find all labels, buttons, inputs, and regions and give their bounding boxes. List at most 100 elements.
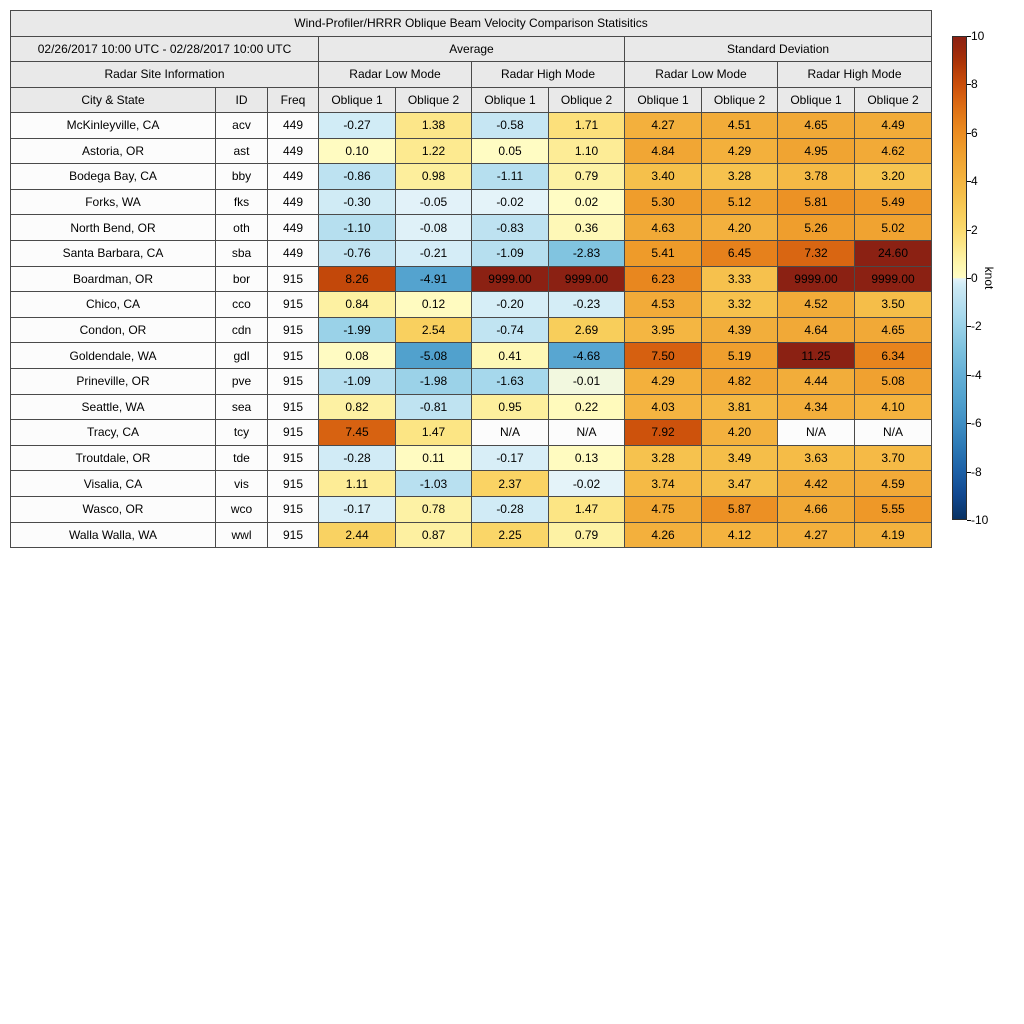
title-row: Wind-Profiler/HRRR Oblique Beam Velocity… bbox=[9, 10, 933, 37]
value-cell: -0.81 bbox=[395, 393, 472, 421]
colorbar-gradient bbox=[952, 36, 967, 520]
value-cell: 4.29 bbox=[624, 367, 702, 395]
site-id-cell: vis bbox=[215, 470, 268, 497]
value-cell: 3.70 bbox=[853, 444, 933, 472]
colorbar-tick-label: -6 bbox=[971, 416, 982, 431]
colorbar-tickmark bbox=[967, 36, 971, 37]
colorbar-tick-label: 6 bbox=[971, 125, 978, 140]
city-cell: North Bend, OR bbox=[10, 214, 216, 241]
colorbar-tick-label: -4 bbox=[971, 367, 982, 382]
value-cell: 4.82 bbox=[701, 367, 778, 395]
value-cell: 4.39 bbox=[701, 316, 778, 344]
value-cell: -1.09 bbox=[318, 367, 396, 395]
table-row: Troutdale, OR tde 915 -0.28 0.11 -0.17 0.13 3.2… bbox=[10, 444, 933, 472]
site-id-cell: tde bbox=[215, 444, 268, 472]
value-cell: 3.32 bbox=[701, 291, 778, 318]
value-cell: 5.49 bbox=[853, 188, 933, 216]
value-cell: 5.12 bbox=[701, 188, 778, 216]
freq-cell: 449 bbox=[267, 214, 319, 241]
value-cell: 4.52 bbox=[777, 291, 855, 318]
site-info-label: Radar Site Information bbox=[10, 61, 319, 88]
col-city-state: City & State bbox=[10, 86, 216, 113]
city-cell: Tracy, CA bbox=[10, 419, 216, 446]
site-id-cell: acv bbox=[215, 112, 268, 139]
value-cell: -5.08 bbox=[395, 342, 472, 369]
value-cell: 1.47 bbox=[395, 419, 472, 446]
value-cell: 3.33 bbox=[701, 265, 778, 293]
col-oblique2: Oblique 2 bbox=[395, 86, 472, 113]
value-cell: 4.10 bbox=[853, 393, 933, 421]
value-cell: 1.47 bbox=[548, 495, 625, 523]
value-cell: 5.02 bbox=[853, 214, 933, 241]
col-oblique1: Oblique 1 bbox=[777, 86, 855, 113]
value-cell: -4.91 bbox=[395, 265, 472, 293]
value-cell: -0.83 bbox=[471, 214, 549, 241]
value-cell: 4.12 bbox=[701, 521, 778, 549]
freq-cell: 915 bbox=[267, 470, 319, 497]
value-cell: -0.02 bbox=[471, 188, 549, 216]
colorbar-tickmark bbox=[967, 423, 971, 425]
value-cell: 9999.00 bbox=[471, 265, 549, 293]
value-cell: -0.21 bbox=[395, 239, 472, 267]
col-oblique2: Oblique 2 bbox=[853, 86, 933, 113]
value-cell: 0.95 bbox=[471, 393, 549, 421]
value-cell: 3.81 bbox=[701, 393, 778, 421]
site-id-cell: tcy bbox=[215, 419, 268, 446]
city-cell: Visalia, CA bbox=[10, 470, 216, 497]
value-cell: -0.20 bbox=[471, 291, 549, 318]
value-cell: -1.10 bbox=[318, 214, 396, 241]
value-cell: 4.27 bbox=[777, 521, 855, 549]
site-id-cell: pve bbox=[215, 367, 268, 395]
value-cell: 4.44 bbox=[777, 367, 855, 395]
colorbar-tickmark bbox=[967, 326, 971, 328]
value-cell: 4.29 bbox=[701, 137, 778, 165]
table-row: Condon, OR cdn 915 -1.99 2.54 -0.74 2.69 3.95 4.… bbox=[10, 316, 933, 344]
value-cell: 0.41 bbox=[471, 342, 549, 369]
value-cell: 0.10 bbox=[318, 137, 396, 165]
col-id: ID bbox=[215, 86, 268, 113]
value-cell: 4.75 bbox=[624, 495, 702, 523]
value-cell: 4.03 bbox=[624, 393, 702, 421]
value-cell: 3.74 bbox=[624, 470, 702, 497]
value-cell: 0.84 bbox=[318, 291, 396, 318]
city-cell: Wasco, OR bbox=[10, 495, 216, 523]
city-cell: Seattle, WA bbox=[10, 393, 216, 421]
value-cell: 4.64 bbox=[777, 316, 855, 344]
freq-cell: 915 bbox=[267, 419, 319, 446]
colorbar-tick-label: 2 bbox=[971, 222, 978, 237]
freq-cell: 915 bbox=[267, 393, 319, 421]
value-cell: 4.34 bbox=[777, 393, 855, 421]
freq-cell: 915 bbox=[267, 444, 319, 472]
colorbar-tickmark bbox=[967, 374, 971, 376]
stats-table: Wind-Profiler/HRRR Oblique Beam Velocity… bbox=[9, 10, 933, 549]
value-cell: -0.02 bbox=[548, 470, 625, 497]
col-oblique1: Oblique 1 bbox=[318, 86, 396, 113]
site-id-cell: cco bbox=[215, 291, 268, 318]
table-row: Seattle, WA sea 915 0.82 -0.81 0.95 0.22 4.03 3.… bbox=[10, 393, 933, 421]
value-cell: -2.83 bbox=[548, 239, 625, 267]
freq-cell: 915 bbox=[267, 521, 319, 549]
value-cell: -1.11 bbox=[471, 163, 549, 190]
colorbar-tickmark bbox=[967, 181, 971, 183]
value-cell: -0.23 bbox=[548, 291, 625, 318]
site-id-cell: ast bbox=[215, 137, 268, 165]
mode-header-row: Radar Site Information Radar Low Mode Ra… bbox=[10, 61, 933, 88]
value-cell: 3.47 bbox=[701, 470, 778, 497]
table-row: Astoria, OR ast 449 0.10 1.22 0.05 1.10 4.84 4.2… bbox=[10, 137, 933, 165]
colorbar-unit-label: knot bbox=[982, 266, 996, 290]
value-cell: -1.09 bbox=[471, 239, 549, 267]
value-cell: -0.01 bbox=[548, 367, 625, 395]
value-cell: 5.55 bbox=[853, 495, 933, 523]
colorbar-tick-label: 0 bbox=[971, 271, 978, 285]
city-cell: Goldendale, WA bbox=[10, 342, 216, 369]
value-cell: 9999.00 bbox=[548, 265, 625, 293]
value-cell: 11.25 bbox=[777, 342, 855, 369]
value-cell: 0.02 bbox=[548, 188, 625, 216]
value-cell: 2.69 bbox=[548, 316, 625, 344]
value-cell: 3.20 bbox=[853, 163, 933, 190]
value-cell: 3.63 bbox=[777, 444, 855, 472]
site-id-cell: wwl bbox=[215, 521, 268, 549]
value-cell: 0.98 bbox=[395, 163, 472, 190]
table-row: McKinleyville, CA acv 449 -0.27 1.38 -0.58 1.7… bbox=[10, 112, 933, 139]
value-cell: 3.40 bbox=[624, 163, 702, 190]
